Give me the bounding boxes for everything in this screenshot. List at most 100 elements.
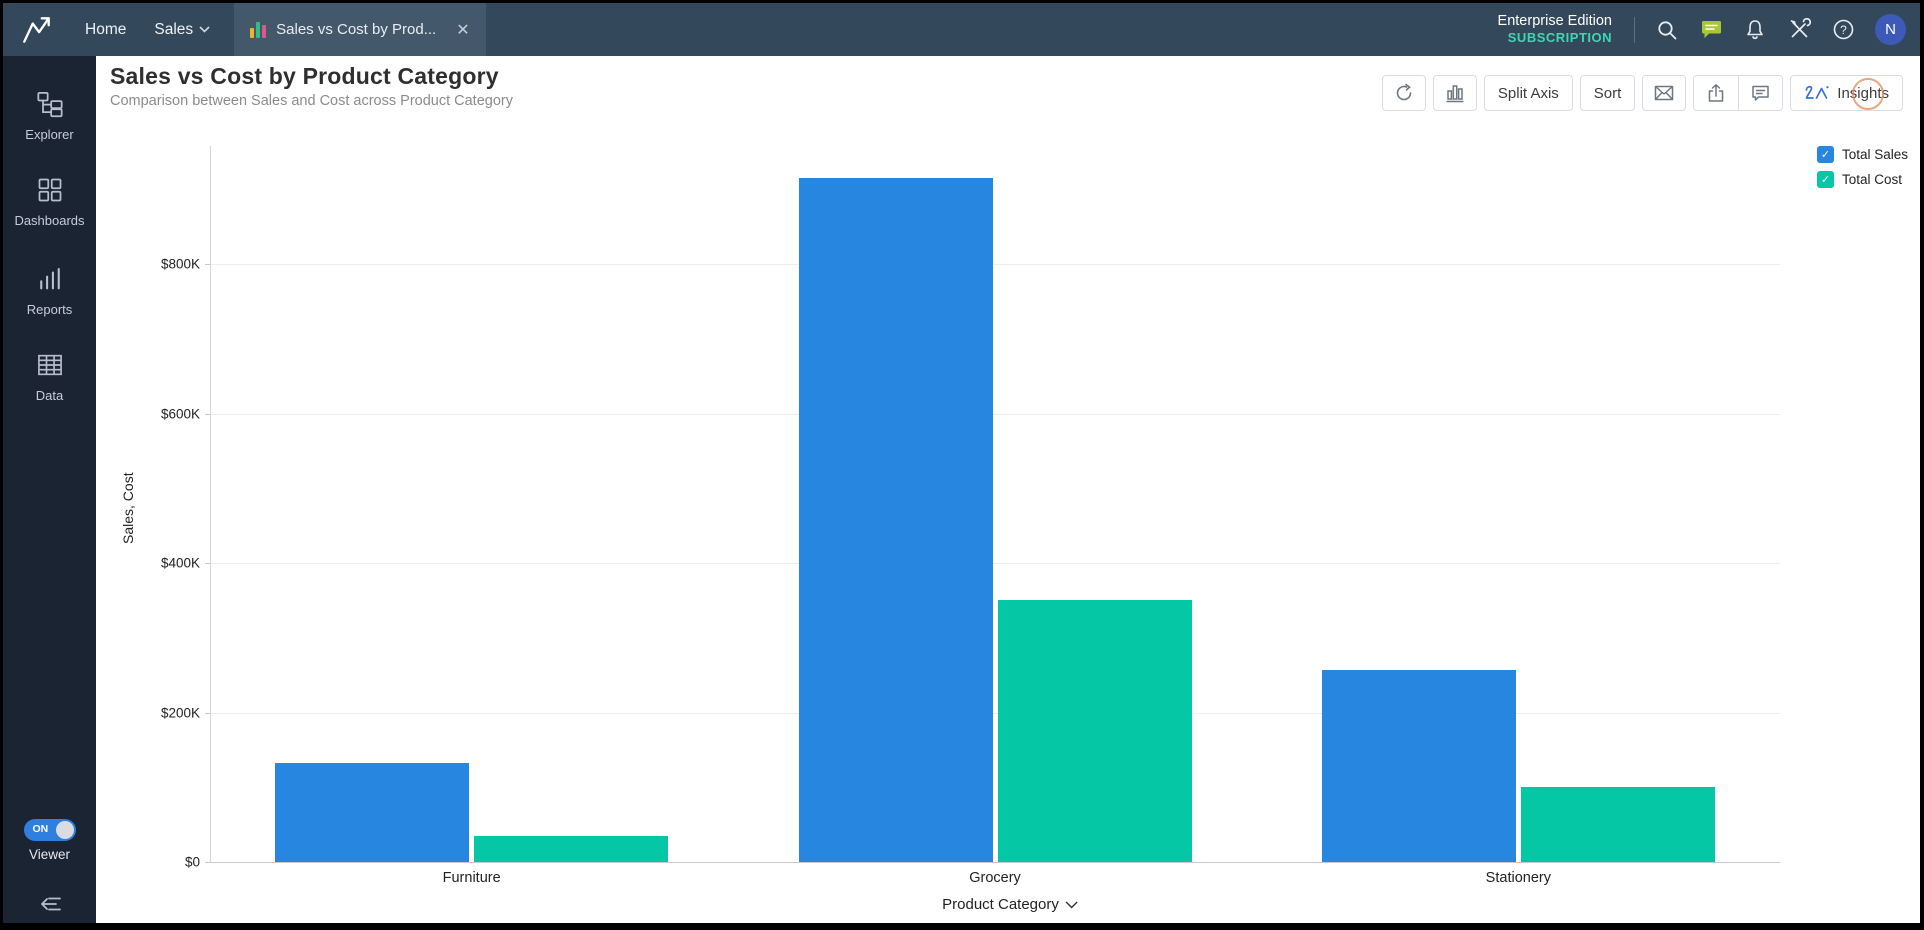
top-nav: Home Sales Sales vs Cost by Prod... ✕ En…	[3, 3, 1920, 56]
sidebar-item-explorer[interactable]: Explorer	[3, 90, 96, 142]
report-area: Sales vs Cost by Product Category Compar…	[96, 56, 1920, 923]
tab-close-icon[interactable]: ✕	[456, 21, 470, 39]
insights-button[interactable]: Insights	[1790, 75, 1903, 111]
sidebar-label-data: Data	[35, 388, 64, 403]
x-category-label: Grocery	[969, 870, 1021, 886]
subscription-label: SUBSCRIPTION	[1507, 30, 1612, 46]
search-icon[interactable]	[1655, 18, 1679, 42]
sidebar-label-dashboards: Dashboards	[14, 213, 85, 228]
bell-icon[interactable]	[1743, 18, 1767, 42]
export-share-button[interactable]	[1694, 76, 1739, 110]
bar-total-cost-furniture[interactable]	[474, 835, 669, 862]
share-icon	[1709, 84, 1724, 102]
envelope-icon	[1655, 85, 1674, 101]
legend-item-total-cost[interactable]: ✓ Total Cost	[1816, 171, 1908, 188]
viewer-toggle[interactable]: ON	[23, 819, 76, 841]
checkbox-total-sales[interactable]: ✓	[1816, 146, 1834, 163]
edition-info: Enterprise Edition SUBSCRIPTION	[1498, 12, 1612, 46]
sidebar: Explorer Dashboards Reports Data	[3, 56, 96, 923]
page-subtitle: Comparison between Sales and Cost across…	[110, 93, 513, 109]
bar-total-cost-stationery[interactable]	[1520, 787, 1715, 862]
viewer-section: ON Viewer	[3, 819, 96, 862]
chevron-down-icon	[1065, 901, 1078, 908]
y-tick-mark	[205, 413, 210, 415]
svg-text:?: ?	[1840, 23, 1847, 37]
viewer-toggle-state: ON	[32, 823, 49, 835]
x-category-label: Furniture	[442, 870, 501, 886]
collapse-arrow-icon	[40, 897, 61, 911]
y-tick-mark	[205, 712, 210, 714]
comments-button[interactable]	[1738, 76, 1783, 110]
bar-total-sales-grocery[interactable]	[798, 178, 993, 862]
gridline	[210, 712, 1780, 714]
chart-type-icon	[1446, 85, 1464, 103]
nav-divider	[1634, 16, 1635, 43]
refresh-icon	[1396, 83, 1412, 101]
sort-button[interactable]: Sort	[1579, 75, 1636, 111]
sidebar-item-reports[interactable]: Reports	[3, 265, 96, 317]
reports-icon	[39, 268, 60, 290]
checkbox-total-cost[interactable]: ✓	[1816, 171, 1834, 188]
dashboards-icon	[38, 178, 61, 202]
zia-icon	[1805, 85, 1829, 99]
page-title: Sales vs Cost by Product Category	[110, 63, 499, 89]
sort-label: Sort	[1593, 84, 1622, 102]
bar-total-sales-furniture[interactable]	[275, 762, 470, 862]
bar-total-sales-stationery[interactable]	[1321, 669, 1516, 862]
insights-label: Insights	[1837, 84, 1889, 102]
email-button[interactable]	[1642, 75, 1687, 111]
x-axis-title[interactable]: Product Category	[942, 896, 1078, 913]
chevron-down-icon	[199, 26, 210, 33]
sidebar-label-explorer: Explorer	[25, 127, 74, 142]
share-comment-group	[1693, 75, 1784, 111]
legend-label-total-sales: Total Sales	[1841, 147, 1908, 162]
y-tick-mark	[205, 862, 210, 863]
x-axis-title-label: Product Category	[942, 896, 1059, 913]
analytics-logo-icon[interactable]	[17, 12, 57, 48]
nav-workspace-label: Sales	[154, 20, 194, 38]
feedback-icon[interactable]	[1699, 18, 1723, 42]
bar-total-cost-grocery[interactable]	[997, 600, 1192, 862]
tab-sales-vs-cost[interactable]: Sales vs Cost by Prod... ✕	[234, 3, 486, 56]
avatar[interactable]: N	[1875, 14, 1906, 45]
gridline	[210, 413, 1780, 415]
help-icon[interactable]: ?	[1831, 18, 1855, 42]
sidebar-label-reports: Reports	[26, 302, 73, 317]
bar-chart-icon	[250, 21, 267, 38]
chart-legend: ✓ Total Sales ✓ Total Cost	[1816, 146, 1908, 196]
legend-label-total-cost: Total Cost	[1841, 172, 1902, 187]
chart-type-button[interactable]	[1432, 75, 1477, 111]
split-axis-button[interactable]: Split Axis	[1483, 75, 1573, 111]
tools-icon[interactable]	[1787, 18, 1811, 42]
gridline	[210, 563, 1780, 564]
sidebar-item-dashboards[interactable]: Dashboards	[3, 176, 96, 228]
x-category-label: Stationery	[1485, 870, 1551, 886]
x-axis-baseline	[210, 862, 1780, 863]
viewer-toggle-knob	[55, 821, 74, 839]
y-tick-label: $0	[184, 854, 200, 870]
nav-home[interactable]: Home	[85, 21, 126, 39]
legend-item-total-sales[interactable]: ✓ Total Sales	[1816, 146, 1908, 163]
y-tick-mark	[205, 264, 210, 265]
y-tick-label: $800K	[160, 256, 200, 272]
nav-home-label: Home	[85, 20, 127, 38]
viewer-label: Viewer	[28, 847, 71, 862]
refresh-button[interactable]	[1381, 75, 1426, 111]
y-axis-line	[210, 146, 211, 862]
y-tick-label: $400K	[160, 555, 200, 571]
sidebar-collapse-button[interactable]	[3, 892, 96, 921]
y-tick-mark	[205, 563, 210, 564]
avatar-initial: N	[1885, 21, 1896, 38]
report-toolbar: Split Axis Sort	[1381, 75, 1903, 111]
sidebar-item-data[interactable]: Data	[3, 351, 96, 403]
edition-label: Enterprise Edition	[1497, 13, 1612, 30]
explorer-icon	[36, 92, 63, 118]
tab-title: Sales vs Cost by Prod...	[276, 21, 437, 38]
bar-chart: $0 $200K $400K $600K $800K Furniture Grocery St…	[96, 56, 1920, 923]
comment-icon	[1752, 85, 1770, 101]
y-tick-label: $600K	[160, 406, 200, 421]
nav-workspace-sales[interactable]: Sales	[154, 21, 210, 39]
data-icon	[37, 354, 62, 376]
y-axis-title: Sales, Cost	[120, 472, 136, 544]
